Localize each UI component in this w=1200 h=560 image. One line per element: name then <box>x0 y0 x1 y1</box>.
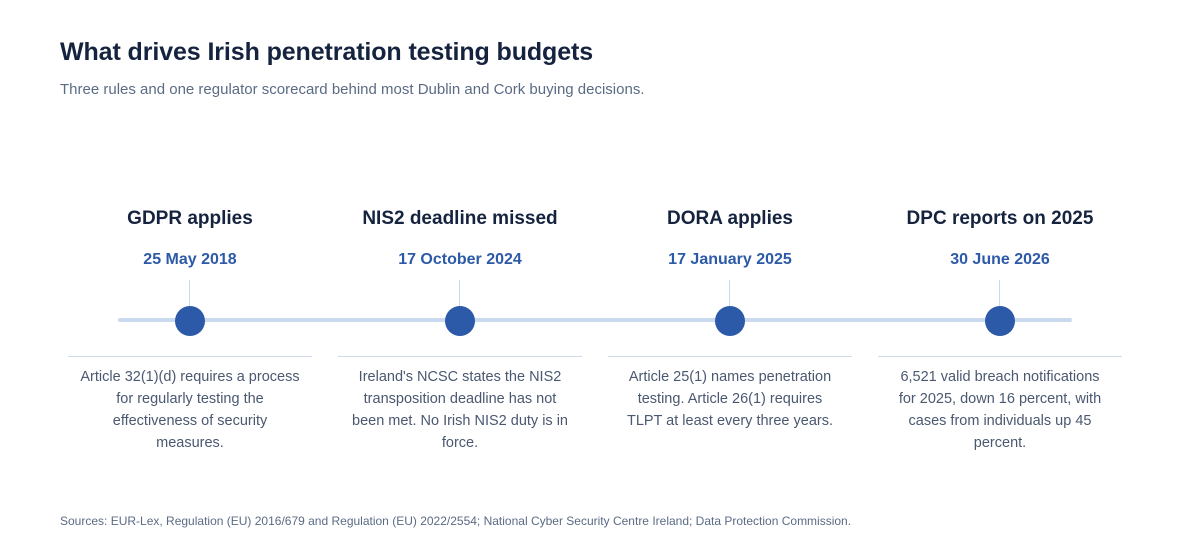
page-subtitle: Three rules and one regulator scorecard … <box>60 81 645 98</box>
event-divider <box>68 356 312 357</box>
event-stem <box>189 280 190 308</box>
event-marker-dot <box>985 306 1015 336</box>
event-stem <box>729 280 730 308</box>
timeline-event-dora: DORA applies 17 January 2025 Article 25(… <box>595 200 865 460</box>
event-marker-dot <box>445 306 475 336</box>
event-date: 30 June 2026 <box>950 251 1050 268</box>
event-date: 17 October 2024 <box>398 251 522 268</box>
page-title: What drives Irish penetration testing bu… <box>60 38 594 66</box>
event-label: GDPR applies <box>127 208 253 229</box>
event-marker-dot <box>715 306 745 336</box>
event-description: Article 32(1)(d) requires a process for … <box>80 369 300 451</box>
timeline-event-dpc: DPC reports on 2025 30 June 2026 6,521 v… <box>865 200 1135 460</box>
event-date: 17 January 2025 <box>668 251 792 268</box>
event-date: 25 May 2018 <box>143 251 237 268</box>
event-label: DORA applies <box>667 208 793 229</box>
event-description: Article 25(1) names penetration testing.… <box>626 369 834 429</box>
timeline-track <box>118 318 1072 322</box>
event-label: NIS2 deadline missed <box>362 208 558 229</box>
timeline-event-nis2: NIS2 deadline missed 17 October 2024 Ire… <box>325 200 595 460</box>
source-note: Sources: EUR-Lex, Regulation (EU) 2016/6… <box>60 514 852 528</box>
event-stem <box>999 280 1000 308</box>
event-divider <box>608 356 852 357</box>
event-marker-dot <box>175 306 205 336</box>
event-divider <box>338 356 582 357</box>
timeline-event-gdpr: GDPR applies 25 May 2018 Article 32(1)(d… <box>55 200 325 460</box>
event-description: 6,521 valid breach notifications for 202… <box>898 369 1102 451</box>
event-label: DPC reports on 2025 <box>906 208 1094 229</box>
event-description: Ireland's NCSC states the NIS2 transposi… <box>352 369 568 451</box>
event-divider <box>878 356 1122 357</box>
event-stem <box>459 280 460 308</box>
